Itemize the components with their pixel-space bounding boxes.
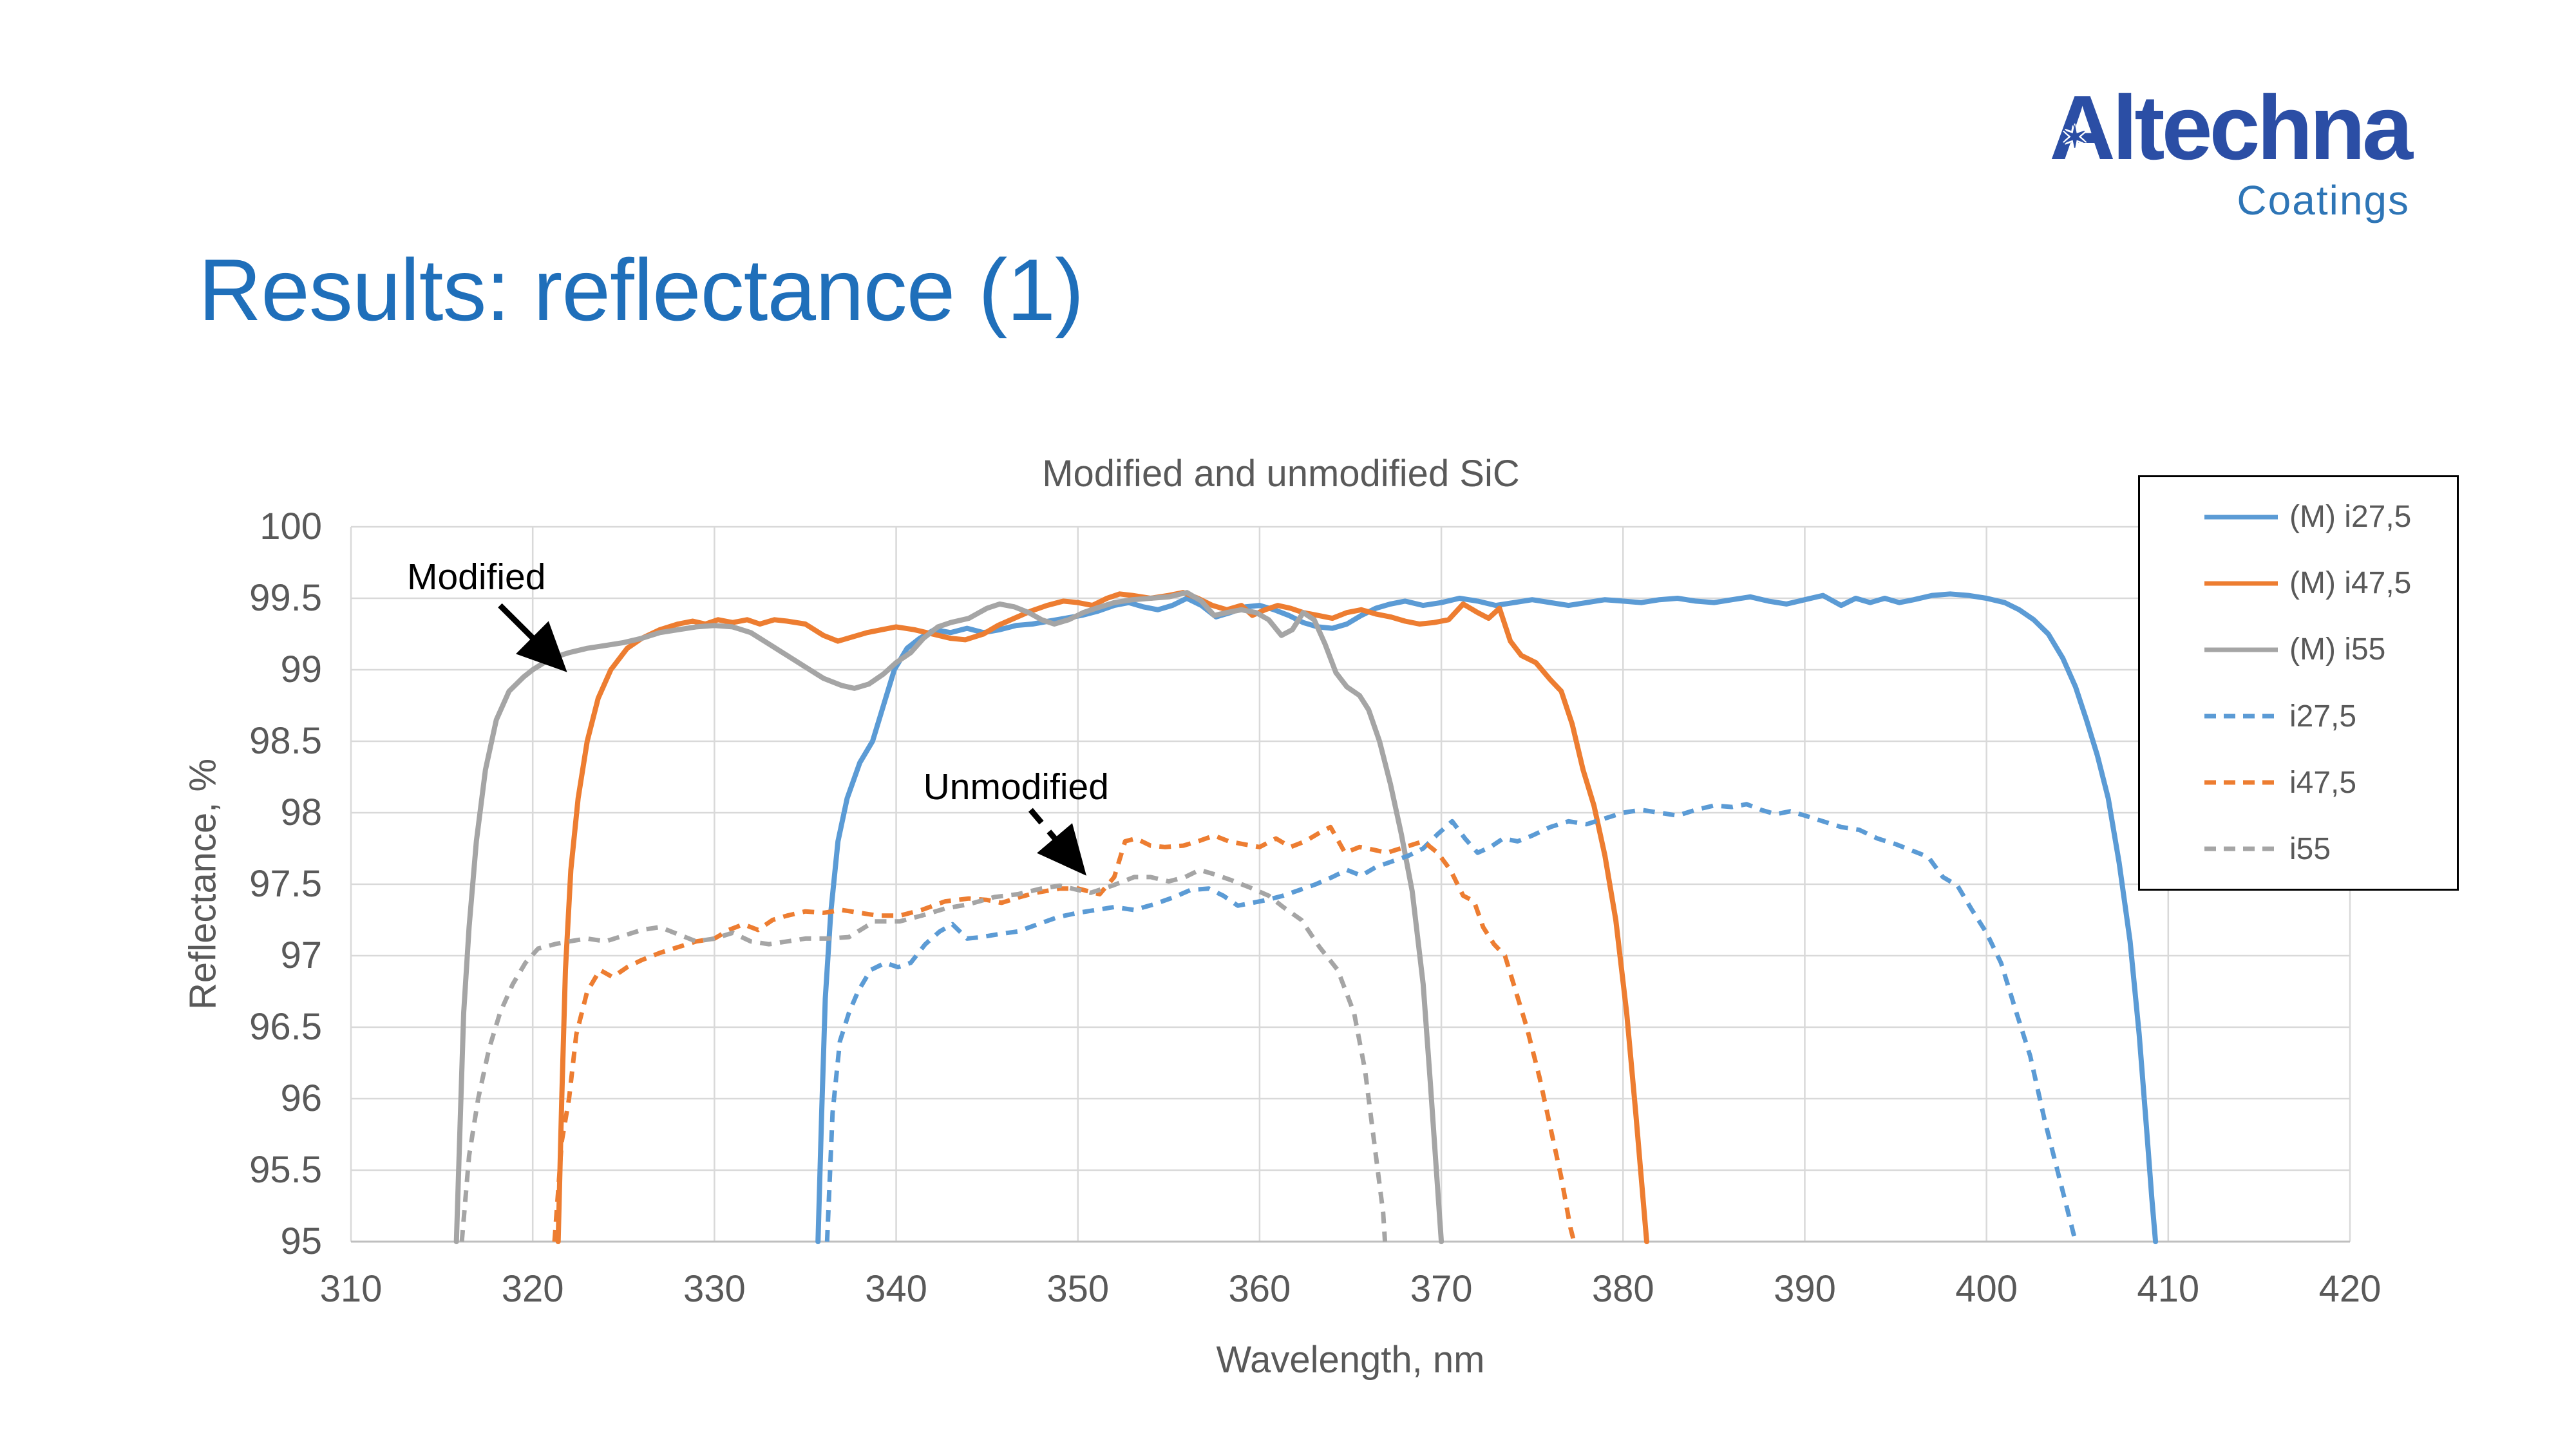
legend-label: i55 bbox=[2289, 831, 2331, 866]
series-line-i55 bbox=[459, 867, 1388, 1242]
legend-label: i47,5 bbox=[2289, 765, 2357, 800]
logo-star-icon: ✶ bbox=[2062, 120, 2087, 154]
unmodified-arrow-icon bbox=[1028, 808, 1086, 876]
legend-item: i27,5 bbox=[2140, 699, 2457, 734]
page-title: Results: reflectance (1) bbox=[198, 241, 1084, 339]
y-tick-label: 96.5 bbox=[249, 1006, 322, 1048]
logo-brand-text: Altechna ✶ bbox=[2049, 77, 2413, 179]
y-tick-label: 100 bbox=[260, 506, 322, 547]
legend-line-sample-icon bbox=[2204, 647, 2278, 652]
x-tick-label: 410 bbox=[2137, 1268, 2200, 1310]
legend-line-sample-icon bbox=[2204, 515, 2278, 520]
x-tick-label: 390 bbox=[1774, 1268, 1836, 1310]
x-tick-label: 380 bbox=[1591, 1268, 1654, 1310]
legend-item: (M) i55 bbox=[2140, 632, 2457, 667]
legend-line-sample-icon bbox=[2204, 780, 2278, 785]
legend-item: (M) i27,5 bbox=[2140, 500, 2457, 534]
legend-line-sample-icon bbox=[2204, 846, 2278, 851]
y-tick-label: 98 bbox=[280, 791, 322, 833]
legend-item: i55 bbox=[2140, 832, 2457, 866]
y-tick-label: 97.5 bbox=[249, 863, 322, 905]
y-tick-label: 95 bbox=[280, 1220, 322, 1262]
y-tick-label: 97 bbox=[280, 934, 322, 976]
y-tick-label: 99 bbox=[280, 649, 322, 690]
modified-arrow-icon bbox=[498, 603, 567, 672]
x-tick-label: 330 bbox=[683, 1268, 746, 1310]
x-tick-label: 310 bbox=[319, 1268, 383, 1310]
y-tick-label: 99.5 bbox=[249, 577, 322, 619]
series-lines bbox=[453, 590, 2159, 1244]
y-tick-label: 95.5 bbox=[249, 1149, 322, 1191]
logo-sub-text: Coatings bbox=[2237, 177, 2410, 223]
annotation-unmodified: Unmodified bbox=[923, 766, 1109, 808]
legend-label: i27,5 bbox=[2289, 699, 2357, 734]
series-line--m-i47-5 bbox=[555, 590, 1649, 1244]
legend-line-sample-icon bbox=[2204, 581, 2278, 586]
x-tick-label: 350 bbox=[1046, 1268, 1110, 1310]
annotation-arrows bbox=[498, 603, 1086, 876]
altechna-logo: Altechna ✶ Coatings bbox=[2049, 77, 2413, 224]
x-tick-label: 370 bbox=[1410, 1268, 1473, 1310]
legend-item: i47,5 bbox=[2140, 765, 2457, 800]
legend-label: (M) i55 bbox=[2289, 632, 2386, 667]
legend-label: (M) i47,5 bbox=[2289, 566, 2412, 601]
x-tick-label: 320 bbox=[501, 1268, 564, 1310]
x-tick-label: 420 bbox=[2318, 1268, 2382, 1310]
x-tick-label: 360 bbox=[1228, 1268, 1291, 1310]
x-axis-title: Wavelength, nm bbox=[1216, 1339, 1485, 1381]
series-line--m-i55 bbox=[453, 590, 1444, 1244]
chart-title: Modified and unmodified SiC bbox=[1042, 453, 1520, 495]
annotation-modified: Modified bbox=[406, 556, 546, 598]
legend: (M) i27,5 (M) i47,5 (M) i55 i27,5 i47,5 i55 bbox=[2138, 475, 2459, 891]
x-tick-label: 340 bbox=[865, 1268, 927, 1310]
gridlines bbox=[350, 526, 2351, 1243]
series-line--m-i27-5 bbox=[815, 591, 2159, 1244]
legend-item: (M) i47,5 bbox=[2140, 566, 2457, 601]
legend-label: (M) i27,5 bbox=[2289, 500, 2412, 535]
x-tick-label: 400 bbox=[1955, 1268, 2018, 1310]
series-line-i27-5 bbox=[824, 802, 2078, 1242]
series-line-i47-5 bbox=[552, 824, 1577, 1242]
legend-line-sample-icon bbox=[2204, 714, 2278, 719]
y-tick-label: 96 bbox=[280, 1077, 322, 1119]
y-tick-label: 98.5 bbox=[249, 720, 322, 762]
